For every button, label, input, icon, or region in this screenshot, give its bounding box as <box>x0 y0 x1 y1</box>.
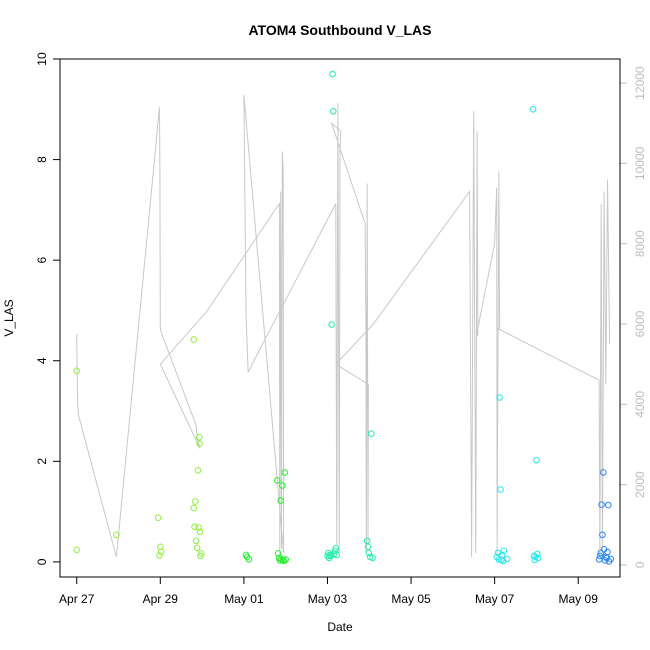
y2-tick-label: 10000 <box>633 146 647 180</box>
data-point <box>330 108 337 115</box>
y-tick-label: 4 <box>35 357 49 364</box>
data-point <box>326 551 334 559</box>
x-axis-label: Date <box>327 620 353 634</box>
y-tick-label: 0 <box>35 558 49 565</box>
x-tick-label: Apr 27 <box>59 592 95 606</box>
left-y-axis: 0 2 4 6 8 10 <box>35 52 61 565</box>
data-point <box>154 514 162 522</box>
y-tick-label: 2 <box>35 458 49 465</box>
y2-tick-label: 2000 <box>633 471 647 498</box>
data-point <box>195 433 203 441</box>
data-point <box>329 70 336 78</box>
data-point <box>196 528 204 536</box>
data-point <box>73 546 80 554</box>
right-y-axis: 0 2000 4000 6000 8000 10000 12000 <box>619 66 647 568</box>
data-point <box>282 556 290 563</box>
data-point <box>503 555 511 563</box>
data-point <box>281 469 289 476</box>
data-point <box>156 552 163 559</box>
data-point <box>193 544 201 552</box>
data-point <box>192 498 199 505</box>
data-point <box>325 554 333 562</box>
data-point <box>368 430 375 438</box>
x-tick-label: May 09 <box>559 592 599 606</box>
x-tick-label: May 01 <box>224 592 264 606</box>
data-point <box>495 556 503 563</box>
data-point <box>279 482 286 489</box>
data-point <box>190 504 197 512</box>
data-point <box>365 549 373 557</box>
data-point <box>497 486 504 493</box>
data-point <box>274 477 281 484</box>
data-point <box>157 548 165 556</box>
data-point <box>192 537 200 545</box>
data-point <box>604 548 611 556</box>
data-point <box>605 501 612 509</box>
data-point <box>369 554 376 562</box>
x-tick-label: May 05 <box>391 592 431 606</box>
data-point <box>599 531 606 539</box>
x-axis: Apr 27 Apr 29 May 01 May 03 May 05 May 07 May … <box>59 576 599 606</box>
data-point <box>328 321 335 328</box>
y2-tick-label: 0 <box>633 561 647 568</box>
data-point <box>73 367 80 375</box>
data-point <box>279 556 287 564</box>
data-point <box>598 501 605 508</box>
data-point <box>498 551 506 559</box>
data-point <box>333 551 341 559</box>
data-point <box>332 545 340 552</box>
data-point <box>607 555 615 563</box>
data-point <box>280 557 288 565</box>
data-point <box>277 497 285 504</box>
data-point <box>274 550 282 557</box>
data-point <box>195 524 202 532</box>
y-tick-label: 6 <box>35 257 49 264</box>
data-point <box>190 336 197 343</box>
data-point <box>533 457 540 464</box>
data-point <box>600 469 607 476</box>
x-tick-label: May 07 <box>475 592 515 606</box>
data-point <box>198 550 205 557</box>
chart-title: ATOM4 Southbound V_LAS <box>248 22 431 38</box>
data-point <box>534 554 542 562</box>
data-point <box>531 556 539 564</box>
data-point <box>363 537 371 545</box>
data-point <box>364 543 372 551</box>
y2-tick-label: 12000 <box>633 66 647 100</box>
y-tick-label: 8 <box>35 156 49 163</box>
data-point <box>496 394 503 401</box>
y2-tick-label: 8000 <box>633 230 647 257</box>
data-point <box>194 467 202 474</box>
x-tick-label: May 03 <box>308 592 348 606</box>
data-point <box>529 106 537 113</box>
data-point <box>494 549 502 557</box>
data-point <box>113 531 120 539</box>
scatter-points <box>73 70 615 565</box>
data-point <box>245 556 253 563</box>
y-tick-label: 10 <box>35 52 49 66</box>
data-point <box>191 523 198 531</box>
data-point <box>534 550 541 558</box>
data-point <box>196 440 203 448</box>
data-point <box>597 549 605 557</box>
y2-tick-label: 4000 <box>633 391 647 418</box>
y-axis-label: V_LAS <box>2 299 16 336</box>
secondary-line <box>76 95 611 558</box>
y2-tick-label: 6000 <box>633 310 647 337</box>
x-tick-label: Apr 29 <box>143 592 179 606</box>
secondary-line-path <box>76 95 611 558</box>
data-point <box>500 547 508 555</box>
